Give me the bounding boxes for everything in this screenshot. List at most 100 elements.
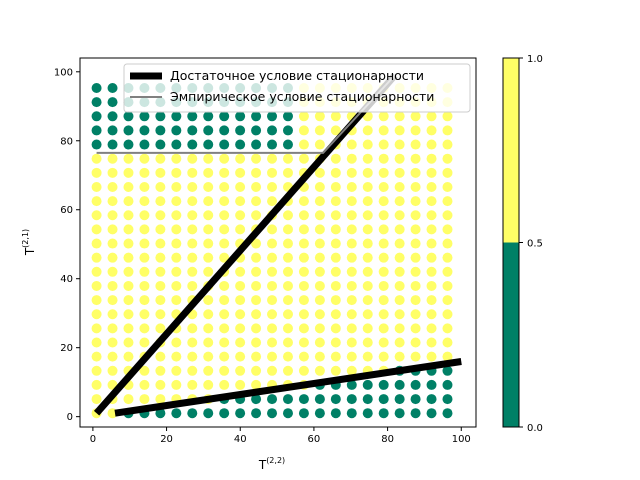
scatter-point — [330, 210, 341, 221]
scatter-point — [426, 125, 437, 136]
scatter-point — [378, 266, 389, 277]
scatter-point — [139, 323, 150, 334]
scatter-point — [187, 238, 198, 249]
scatter-point — [330, 394, 341, 405]
scatter-point — [362, 238, 373, 249]
scatter-point — [171, 224, 182, 235]
scatter-point — [171, 252, 182, 263]
scatter-point — [410, 167, 421, 178]
scatter-point — [139, 181, 150, 192]
scatter-point — [426, 139, 437, 150]
scatter-point — [410, 181, 421, 192]
scatter-point — [107, 295, 118, 306]
scatter-point — [282, 295, 293, 306]
scatter-point — [251, 196, 262, 207]
scatter-point — [203, 252, 214, 263]
scatter-point — [107, 238, 118, 249]
scatter-point — [203, 365, 214, 376]
scatter-point — [282, 280, 293, 291]
scatter-point — [187, 125, 198, 136]
scatter-point — [171, 351, 182, 362]
scatter-point — [155, 323, 166, 334]
scatter-point — [410, 351, 421, 362]
scatter-point — [410, 252, 421, 263]
scatter-point — [91, 252, 102, 263]
scatter-point — [362, 167, 373, 178]
x-tick-label: 80 — [381, 434, 394, 445]
scatter-point — [107, 139, 118, 150]
y-tick-label: 40 — [60, 274, 73, 285]
scatter-point — [426, 224, 437, 235]
scatter-point — [314, 210, 325, 221]
scatter-point — [187, 111, 198, 122]
scatter-point — [107, 111, 118, 122]
scatter-point — [139, 365, 150, 376]
scatter-point — [410, 379, 421, 390]
scatter-point — [187, 337, 198, 348]
scatter-point — [139, 266, 150, 277]
scatter-point — [91, 365, 102, 376]
scatter-point — [298, 309, 309, 320]
scatter-point — [394, 309, 405, 320]
scatter-point — [378, 379, 389, 390]
scatter-point — [442, 224, 453, 235]
scatter-point — [235, 224, 246, 235]
plot-area-frame — [79, 57, 477, 428]
scatter-point — [91, 210, 102, 221]
scatter-point — [298, 153, 309, 164]
scatter-point — [155, 167, 166, 178]
scatter-point — [171, 181, 182, 192]
scatter-point — [251, 125, 262, 136]
scatter-point — [330, 153, 341, 164]
scatter-point — [251, 210, 262, 221]
scatter-point — [426, 379, 437, 390]
colorbar-label-low: 0.0 — [527, 423, 543, 434]
scatter-point — [139, 139, 150, 150]
scatter-point — [267, 181, 278, 192]
scatter-point — [155, 125, 166, 136]
scatter-point — [330, 167, 341, 178]
scatter-point — [394, 224, 405, 235]
scatter-point — [442, 365, 453, 376]
scatter-point — [155, 394, 166, 405]
scatter-point — [251, 309, 262, 320]
scatter-point — [219, 139, 230, 150]
scatter-point — [187, 280, 198, 291]
scatter-point — [426, 153, 437, 164]
scatter-point — [267, 224, 278, 235]
scatter-point — [123, 337, 134, 348]
scatter-point — [314, 224, 325, 235]
scatter-point — [442, 153, 453, 164]
scatter-point — [346, 365, 357, 376]
scatter-point — [378, 167, 389, 178]
scatter-point — [267, 238, 278, 249]
scatter-point — [282, 351, 293, 362]
scatter-point — [267, 394, 278, 405]
scatter-point — [139, 238, 150, 249]
scatter-point — [203, 153, 214, 164]
scatter-point — [155, 252, 166, 263]
scatter-point — [410, 394, 421, 405]
scatter-point — [378, 351, 389, 362]
scatter-point — [267, 125, 278, 136]
scatter-point — [203, 379, 214, 390]
scatter-point — [314, 196, 325, 207]
scatter-point — [107, 125, 118, 136]
scatter-point — [251, 238, 262, 249]
scatter-point — [314, 323, 325, 334]
scatter-point — [298, 139, 309, 150]
y-tick-label: 0 — [67, 412, 73, 423]
scatter-point — [362, 139, 373, 150]
scatter-point — [362, 153, 373, 164]
x-tick-label: 60 — [308, 434, 321, 445]
scatter-point — [235, 379, 246, 390]
scatter-point — [107, 351, 118, 362]
scatter-point — [219, 238, 230, 249]
scatter-point — [362, 337, 373, 348]
scatter-point — [267, 252, 278, 263]
scatter-point — [298, 280, 309, 291]
scatter-point — [346, 309, 357, 320]
scatter-point — [330, 280, 341, 291]
scatter-point — [203, 238, 214, 249]
scatter-point — [219, 181, 230, 192]
